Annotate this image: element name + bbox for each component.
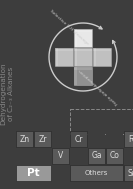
Bar [74, 29, 92, 47]
Bar [74, 48, 77, 66]
Bar [93, 48, 96, 66]
Bar [74, 67, 77, 85]
Text: Selective C-H cleavage: Selective C-H cleavage [49, 9, 89, 46]
Bar [74, 67, 92, 85]
Text: Facile olefin desorption: Facile olefin desorption [79, 69, 119, 105]
Bar [74, 29, 92, 32]
Bar [74, 48, 92, 66]
Bar [70, 109, 133, 134]
Bar [106, 148, 123, 164]
Bar [88, 131, 105, 147]
Bar [16, 148, 33, 164]
Bar [55, 48, 73, 51]
Bar [124, 148, 133, 164]
Text: Sn: Sn [128, 169, 133, 177]
Text: Zr: Zr [38, 135, 47, 143]
Bar [55, 48, 58, 66]
Bar [88, 148, 105, 164]
Bar [93, 48, 111, 51]
Bar [52, 165, 69, 181]
Text: Fe: Fe [128, 135, 133, 143]
Text: Others: Others [85, 170, 108, 176]
Bar [16, 165, 51, 181]
Text: Cr: Cr [74, 135, 83, 143]
Bar [52, 148, 69, 164]
Bar [106, 131, 123, 147]
Bar [55, 48, 73, 66]
Text: V: V [58, 152, 63, 160]
Bar [74, 29, 77, 47]
Bar [124, 131, 133, 147]
Text: Dehydrogenation
of C₂₋₃ Alkanes: Dehydrogenation of C₂₋₃ Alkanes [0, 63, 14, 125]
Text: Co: Co [110, 152, 119, 160]
Bar [52, 131, 69, 147]
Text: Zn: Zn [19, 135, 30, 143]
Text: Ga: Ga [91, 152, 102, 160]
Text: Pt: Pt [27, 168, 40, 178]
Bar [34, 131, 51, 147]
Bar [34, 148, 51, 164]
Bar [16, 131, 33, 147]
Bar [70, 131, 87, 147]
Bar [70, 148, 87, 164]
Bar [74, 48, 92, 51]
Bar [70, 165, 123, 181]
Bar [74, 67, 92, 70]
Bar [93, 48, 111, 66]
Bar [124, 165, 133, 181]
